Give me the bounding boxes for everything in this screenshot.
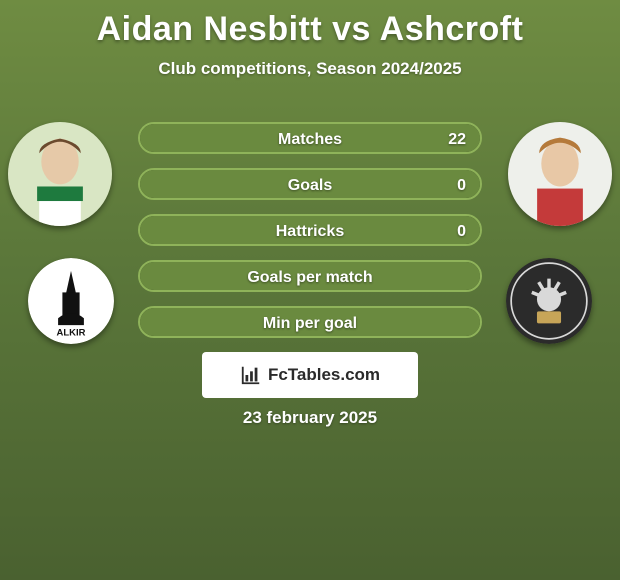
club2-crest [506, 258, 592, 344]
stat-row-goals-per-match: Goals per match [138, 260, 482, 292]
player1-placeholder [8, 122, 112, 226]
page-title: Aidan Nesbitt vs Ashcroft [0, 0, 620, 49]
stat-row-min-per-goal: Min per goal [138, 306, 482, 338]
source-badge: FcTables.com [202, 352, 418, 398]
stat-value: 0 [457, 216, 466, 248]
badge-text: FcTables.com [268, 365, 380, 385]
stat-row-matches: Matches 22 [138, 122, 482, 154]
player1-avatar [8, 122, 112, 226]
stat-label: Goals [140, 170, 480, 202]
svg-text:ALKIR: ALKIR [57, 327, 86, 338]
player2-avatar [508, 122, 612, 226]
stat-row-goals: Goals 0 [138, 168, 482, 200]
stat-row-hattricks: Hattricks 0 [138, 214, 482, 246]
stat-value: 22 [448, 124, 466, 156]
comparison-card: Aidan Nesbitt vs Ashcroft Club competiti… [0, 0, 620, 580]
stat-value: 0 [457, 170, 466, 202]
chart-icon [240, 364, 262, 386]
stat-label: Hattricks [140, 216, 480, 248]
date-text: 23 february 2025 [0, 408, 620, 428]
stat-label: Goals per match [140, 262, 480, 294]
subtitle: Club competitions, Season 2024/2025 [0, 59, 620, 79]
stats-panel: Matches 22 Goals 0 Hattricks 0 Goals per… [138, 122, 482, 352]
club1-placeholder: ALKIR [28, 258, 114, 344]
club1-crest: ALKIR [28, 258, 114, 344]
player2-placeholder [508, 122, 612, 226]
stat-label: Matches [140, 124, 480, 156]
club2-placeholder [506, 258, 592, 344]
stat-label: Min per goal [140, 308, 480, 340]
